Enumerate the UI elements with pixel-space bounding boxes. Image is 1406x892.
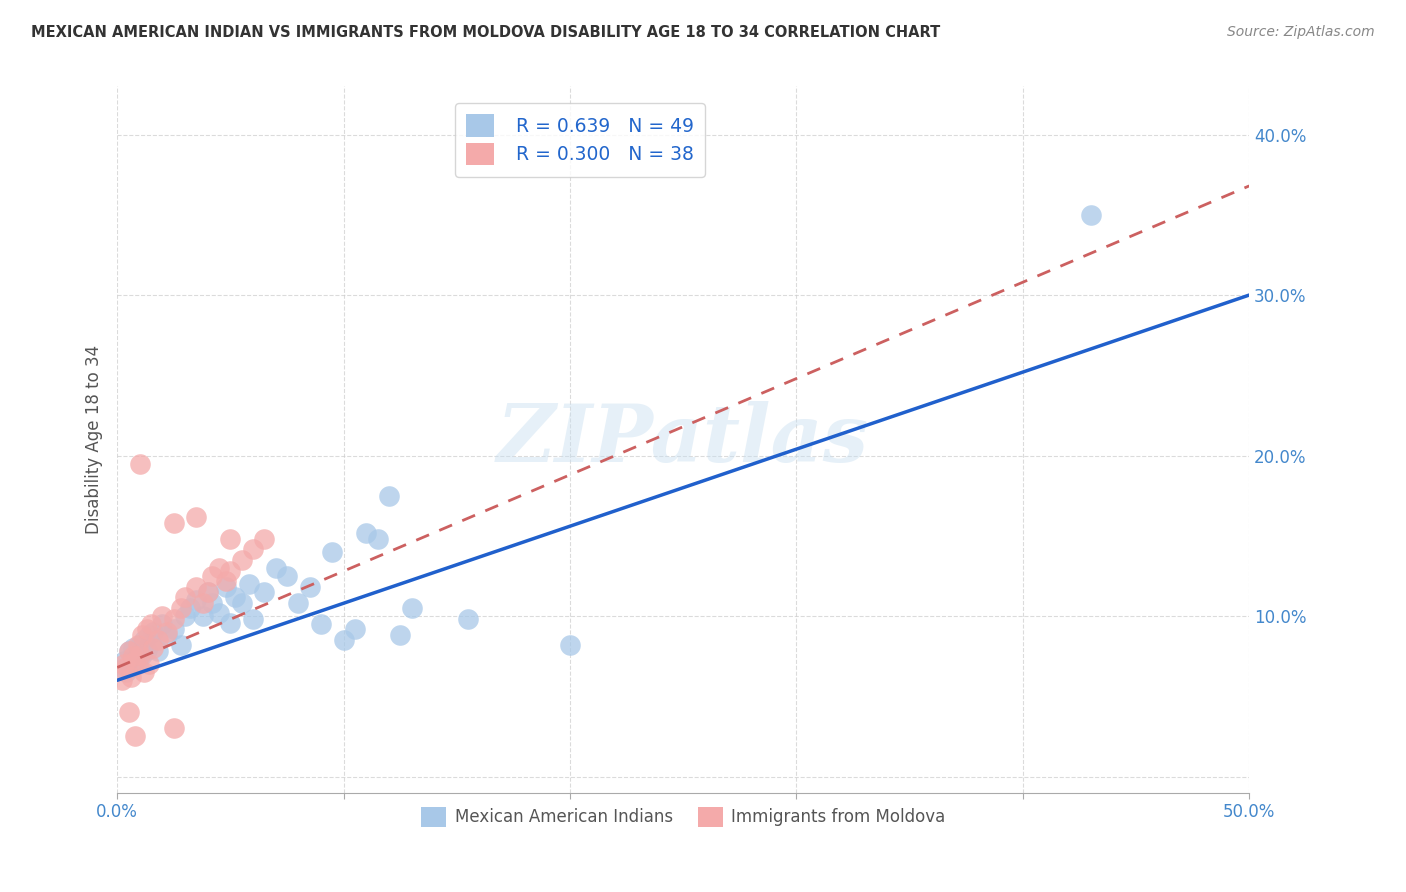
Point xyxy=(152,617,174,632)
Point xyxy=(127,657,149,672)
Point xyxy=(134,665,156,680)
Point xyxy=(146,633,169,648)
Point xyxy=(242,541,264,556)
Point xyxy=(186,580,208,594)
Point xyxy=(141,636,163,650)
Point xyxy=(208,561,231,575)
Point xyxy=(193,596,215,610)
Point xyxy=(197,585,219,599)
Point xyxy=(287,596,309,610)
Point xyxy=(174,609,197,624)
Text: MEXICAN AMERICAN INDIAN VS IMMIGRANTS FROM MOLDOVA DISABILITY AGE 18 TO 34 CORRE: MEXICAN AMERICAN INDIAN VS IMMIGRANTS FR… xyxy=(31,25,941,40)
Point xyxy=(169,601,191,615)
Point xyxy=(276,569,298,583)
Point xyxy=(197,585,219,599)
Point xyxy=(128,648,150,662)
Point xyxy=(215,580,238,594)
Point xyxy=(135,622,157,636)
Point xyxy=(238,577,260,591)
Point xyxy=(253,585,276,599)
Point xyxy=(179,601,201,615)
Point xyxy=(134,633,156,648)
Point xyxy=(231,596,253,610)
Point xyxy=(186,593,208,607)
Point xyxy=(120,660,142,674)
Point xyxy=(201,569,224,583)
Point xyxy=(309,617,332,632)
Point xyxy=(141,617,163,632)
Point xyxy=(128,457,150,471)
Point xyxy=(163,722,186,736)
Legend: Mexican American Indians, Immigrants from Moldova: Mexican American Indians, Immigrants fro… xyxy=(415,800,952,834)
Point xyxy=(169,638,191,652)
Point xyxy=(117,706,139,720)
Point xyxy=(163,516,186,530)
Point xyxy=(156,628,179,642)
Point xyxy=(127,638,149,652)
Point xyxy=(115,660,138,674)
Point xyxy=(401,601,423,615)
Point xyxy=(156,625,179,640)
Point xyxy=(321,545,343,559)
Point xyxy=(1080,208,1102,222)
Point xyxy=(193,609,215,624)
Point xyxy=(131,648,153,662)
Point xyxy=(231,553,253,567)
Point xyxy=(152,609,174,624)
Point xyxy=(367,532,389,546)
Text: Source: ZipAtlas.com: Source: ZipAtlas.com xyxy=(1227,25,1375,39)
Point xyxy=(457,612,479,626)
Point xyxy=(219,615,242,630)
Point xyxy=(128,638,150,652)
Point xyxy=(378,489,401,503)
Point xyxy=(117,644,139,658)
Point xyxy=(208,606,231,620)
Point xyxy=(124,649,146,664)
Point xyxy=(112,654,135,668)
Point xyxy=(115,665,138,680)
Point xyxy=(242,612,264,626)
Point xyxy=(122,641,145,656)
Point xyxy=(343,622,366,636)
Point xyxy=(117,644,139,658)
Point xyxy=(174,590,197,604)
Point xyxy=(219,532,242,546)
Point xyxy=(219,564,242,578)
Point xyxy=(253,532,276,546)
Point xyxy=(138,628,160,642)
Point xyxy=(186,509,208,524)
Point xyxy=(389,628,412,642)
Point xyxy=(201,596,224,610)
Point xyxy=(558,638,581,652)
Point xyxy=(138,657,160,672)
Point xyxy=(120,670,142,684)
Point xyxy=(224,590,246,604)
Point xyxy=(112,657,135,672)
Text: ZIPatlas: ZIPatlas xyxy=(498,401,869,478)
Point xyxy=(124,654,146,668)
Point xyxy=(142,641,165,656)
Point xyxy=(111,673,134,688)
Point xyxy=(131,628,153,642)
Point xyxy=(124,730,146,744)
Point xyxy=(122,649,145,664)
Point xyxy=(298,580,321,594)
Point xyxy=(264,561,287,575)
Point xyxy=(163,612,186,626)
Point xyxy=(215,574,238,588)
Point xyxy=(142,625,165,640)
Point xyxy=(135,642,157,657)
Point xyxy=(163,622,186,636)
Y-axis label: Disability Age 18 to 34: Disability Age 18 to 34 xyxy=(86,345,103,534)
Point xyxy=(146,644,169,658)
Point xyxy=(332,633,354,648)
Point xyxy=(354,525,377,540)
